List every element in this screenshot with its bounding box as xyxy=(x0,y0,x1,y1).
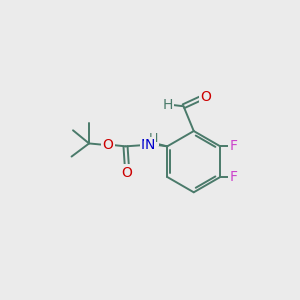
Text: O: O xyxy=(122,166,132,180)
Text: H: H xyxy=(149,132,158,145)
Text: F: F xyxy=(230,170,237,184)
Text: N: N xyxy=(141,138,151,152)
Text: H: H xyxy=(146,130,156,143)
Text: H: H xyxy=(162,98,173,112)
Text: O: O xyxy=(103,138,113,152)
Text: F: F xyxy=(230,140,237,153)
Text: N: N xyxy=(145,138,155,152)
Text: O: O xyxy=(200,91,211,104)
